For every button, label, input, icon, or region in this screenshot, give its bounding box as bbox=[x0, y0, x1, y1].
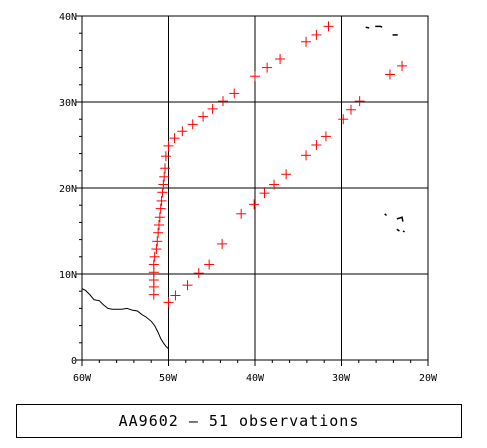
observation-marker bbox=[249, 199, 260, 210]
observation-marker bbox=[170, 290, 181, 301]
island-outline bbox=[365, 26, 370, 29]
caption-box: AA9602 – 51 observations bbox=[16, 404, 462, 438]
axis-labels: 60W 50W 40W 30W 20W 0 10N 20N 30N 40N bbox=[59, 12, 438, 384]
grid-lines bbox=[82, 16, 428, 360]
observation-marker bbox=[155, 203, 166, 214]
observation-marker bbox=[217, 96, 228, 107]
observation-marker bbox=[346, 104, 357, 115]
observation-marker bbox=[217, 238, 228, 249]
observation-marker bbox=[152, 236, 163, 247]
observation-marker bbox=[311, 29, 322, 40]
observation-marker bbox=[151, 244, 162, 255]
observation-marker bbox=[354, 96, 365, 107]
observation-marker bbox=[154, 212, 165, 223]
y-tick-label: 0 bbox=[71, 356, 77, 367]
island-outline bbox=[375, 25, 383, 28]
observation-marker bbox=[169, 133, 180, 144]
observation-marker bbox=[153, 227, 164, 238]
observation-marker bbox=[281, 169, 292, 180]
y-tick-label: 10N bbox=[59, 270, 77, 281]
observation-marker bbox=[320, 131, 331, 142]
x-tick-label: 60W bbox=[73, 373, 92, 384]
observation-track bbox=[148, 21, 408, 308]
island-outline bbox=[396, 216, 404, 222]
observation-marker bbox=[384, 69, 395, 80]
x-tick-label: 30W bbox=[332, 373, 351, 384]
x-tick-label: 50W bbox=[159, 373, 178, 384]
observation-marker bbox=[157, 187, 168, 198]
observation-marker bbox=[198, 111, 209, 122]
observation-marker bbox=[269, 179, 280, 190]
observation-marker bbox=[229, 88, 240, 99]
observation-marker bbox=[301, 150, 312, 161]
y-tick-label: 20N bbox=[59, 184, 77, 195]
south-america-coastline bbox=[81, 288, 169, 350]
observation-marker bbox=[148, 259, 159, 270]
observation-marker bbox=[250, 71, 260, 82]
observation-marker bbox=[204, 259, 215, 270]
observation-marker bbox=[160, 163, 171, 174]
observation-marker bbox=[338, 114, 349, 125]
island-outline bbox=[402, 230, 405, 233]
coastlines bbox=[81, 25, 405, 350]
x-tick-label: 20W bbox=[419, 373, 438, 384]
y-tick-label: 40N bbox=[59, 12, 77, 23]
axis-ticks bbox=[76, 15, 429, 366]
island-outline bbox=[396, 228, 400, 232]
observation-marker bbox=[158, 179, 169, 190]
observation-marker bbox=[301, 36, 312, 47]
observation-marker bbox=[156, 195, 167, 206]
y-tick-label: 30N bbox=[59, 98, 77, 109]
observation-marker bbox=[259, 188, 270, 199]
observation-marker bbox=[177, 126, 188, 137]
observation-marker bbox=[160, 151, 171, 162]
observation-marker bbox=[163, 297, 174, 308]
observation-marker bbox=[397, 60, 408, 71]
observation-marker bbox=[207, 103, 218, 114]
observation-marker bbox=[236, 208, 247, 219]
observation-marker bbox=[163, 140, 174, 151]
observation-marker bbox=[182, 280, 193, 291]
observation-marker bbox=[193, 268, 204, 279]
observation-marker bbox=[149, 251, 160, 262]
observation-marker bbox=[187, 119, 198, 130]
observation-marker bbox=[153, 219, 164, 230]
observation-marker bbox=[323, 21, 334, 32]
x-tick-label: 40W bbox=[246, 373, 265, 384]
observation-marker bbox=[262, 62, 273, 73]
island-outline bbox=[384, 213, 388, 217]
observation-marker bbox=[275, 54, 286, 64]
observation-marker bbox=[311, 140, 322, 150]
caption-title: AA9602 – 51 observations bbox=[118, 412, 360, 430]
observation-marker bbox=[159, 171, 170, 182]
